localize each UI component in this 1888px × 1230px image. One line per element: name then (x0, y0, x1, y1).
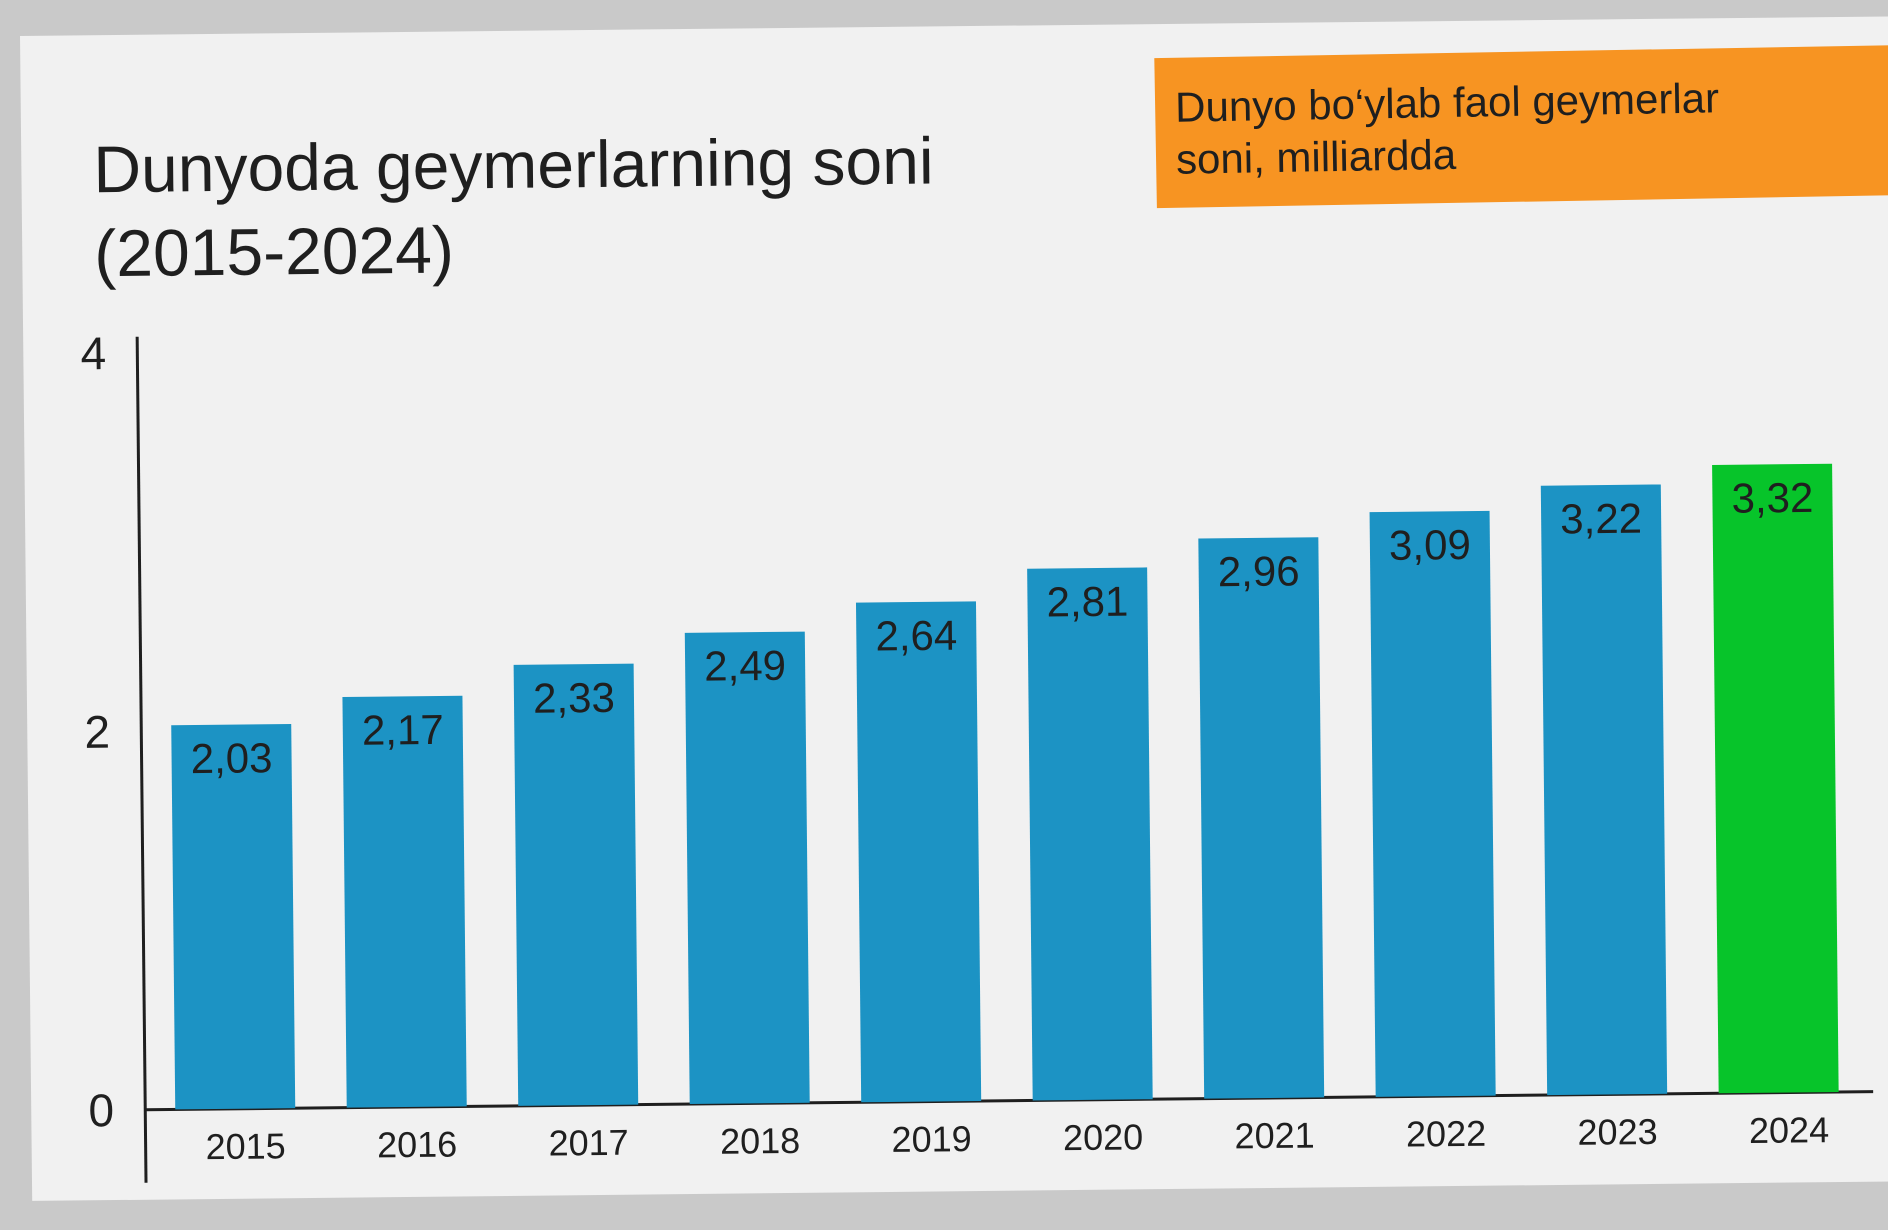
y-tick-label: 4 (80, 327, 106, 379)
x-tick-label: 2024 (1749, 1109, 1830, 1151)
x-tick-label: 2023 (1577, 1111, 1658, 1153)
bar-2018 (684, 631, 810, 1105)
bar-value-label: 3,32 (1731, 474, 1813, 522)
bar-value-label: 2,81 (1046, 578, 1128, 626)
y-tick-label: 2 (84, 706, 110, 758)
x-tick-label: 2021 (1234, 1115, 1315, 1157)
bar-value-label: 2,33 (533, 674, 615, 722)
bar-2020 (1027, 567, 1153, 1101)
bar-value-label: 2,17 (362, 706, 444, 754)
x-tick-label: 2016 (377, 1123, 458, 1165)
bar-chart: 0 2 4 2,03 2015 2,17 2016 2,33 2017 2,49 2018 2,64 2… (80, 327, 1874, 1183)
x-tick-label: 2018 (720, 1120, 801, 1162)
bar-2022 (1369, 510, 1496, 1097)
x-tick-label: 2022 (1406, 1113, 1487, 1155)
chart-card: Dunyoda geymerlarning soni (2015-2024) D… (20, 16, 1888, 1201)
bar-2016 (342, 695, 467, 1108)
bar-value-label: 2,49 (704, 642, 786, 690)
bar-2023 (1540, 484, 1668, 1096)
bar-value-label: 3,09 (1389, 521, 1471, 569)
y-tick-label: 0 (88, 1084, 114, 1136)
bar-2017 (513, 663, 639, 1106)
x-tick-label: 2020 (1063, 1116, 1144, 1158)
bar-2021 (1198, 537, 1325, 1099)
bar-2019 (855, 601, 982, 1103)
x-tick-label: 2017 (548, 1122, 629, 1164)
x-tick-label: 2015 (205, 1125, 286, 1167)
bar-2015 (171, 724, 296, 1110)
bar-value-label: 2,96 (1218, 547, 1300, 595)
x-tick-label: 2019 (891, 1118, 972, 1160)
bar-2024 (1712, 463, 1839, 1094)
bar-value-label: 2,03 (190, 734, 272, 782)
bar-value-label: 3,22 (1560, 495, 1642, 543)
y-axis-line (135, 336, 148, 1183)
bar-value-label: 2,64 (875, 612, 957, 660)
